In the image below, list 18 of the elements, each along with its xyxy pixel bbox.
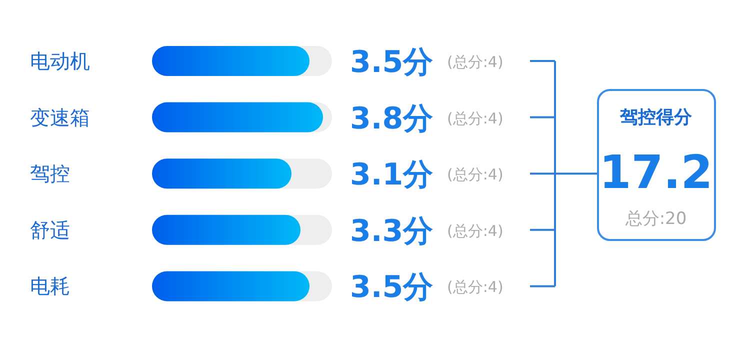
text: (总分:4) <box>447 109 504 128</box>
data-label: 3.3分 <box>350 214 434 249</box>
y-tick-label: 舒适 <box>30 218 70 242</box>
text: 17.2 <box>599 145 713 199</box>
text: (总分:4) <box>447 278 504 296</box>
y-tick-label: 电耗 <box>30 274 70 298</box>
data-label: 3.5分 <box>350 270 434 306</box>
y-tick-label: 变速箱 <box>30 105 90 130</box>
text: (总分:4) <box>447 166 504 184</box>
text: (总分:4) <box>447 222 504 240</box>
y-tick-label: 电动机 <box>30 49 90 73</box>
text: (总分:4) <box>447 53 504 71</box>
text: 驾控得分 <box>619 107 693 128</box>
data-label: 3.8分 <box>350 101 434 136</box>
text: 总分:20 <box>624 209 687 229</box>
data-label: 3.5分 <box>350 45 434 80</box>
data-label: 3.1分 <box>350 158 434 193</box>
y-tick-label: 驾控 <box>30 162 70 186</box>
